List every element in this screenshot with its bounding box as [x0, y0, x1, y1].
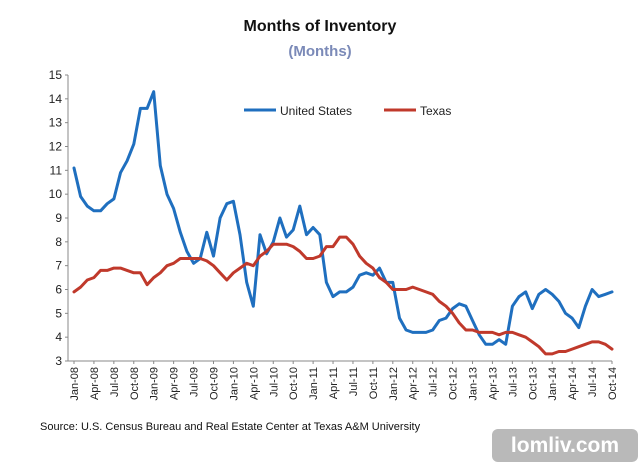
series-line-texas — [72, 235, 614, 356]
x-tick-label: Jan-13 — [468, 367, 480, 401]
x-tick-label: Oct-13 — [527, 367, 539, 400]
x-tick-label: Jan-11 — [308, 367, 320, 400]
x-tick-label: Jul-14 — [587, 367, 599, 397]
x-tick-label: Oct-08 — [129, 367, 141, 400]
y-tick-label: 9 — [55, 211, 62, 225]
chart-subtitle: (Months) — [288, 43, 352, 60]
x-tick-label: Jan-14 — [547, 367, 559, 401]
y-tick-label: 12 — [49, 140, 63, 154]
y-tick-label: 4 — [55, 330, 62, 344]
legend: United States Texas — [244, 104, 451, 118]
y-tick-label: 3 — [55, 354, 62, 368]
x-tick-label: Apr-11 — [328, 367, 340, 399]
x-tick-label: Jul-12 — [428, 367, 440, 397]
legend-label-texas: Texas — [420, 104, 451, 118]
line-chart: 3 4 5 6 7 8 9 10 11 12 13 14 15 Jan-08 Apr-08 Jul-08 Oc… — [49, 68, 619, 401]
y-tick-label: 11 — [50, 163, 63, 177]
x-tick-label: Apr-13 — [487, 367, 499, 400]
x-axis-ticks: Jan-08 Apr-08 Jul-08 Oct-08 Jan-09 Apr-09 Jul-… — [69, 361, 619, 401]
x-tick-label: Oct-12 — [448, 367, 460, 400]
x-tick-label: Jul-13 — [507, 367, 519, 397]
legend-label-united-states: United States — [280, 104, 352, 118]
x-tick-label: Jan-12 — [388, 367, 400, 401]
y-tick-label: 15 — [49, 68, 63, 82]
y-tick-label: 6 — [55, 283, 62, 297]
x-tick-label: Jan-10 — [228, 367, 240, 401]
x-tick-label: Jan-09 — [149, 367, 161, 401]
y-axis-ticks: 3 4 5 6 7 8 9 10 11 12 13 14 15 — [49, 68, 68, 368]
watermark: lomliv.com — [492, 429, 638, 462]
x-tick-label: Jul-08 — [109, 367, 121, 397]
x-tick-label: Jul-10 — [268, 367, 280, 397]
y-tick-label: 14 — [49, 92, 63, 106]
y-tick-label: 5 — [55, 306, 62, 320]
x-tick-label: Oct-11 — [368, 367, 380, 399]
x-tick-label: Jul-11 — [348, 367, 360, 396]
x-tick-label: Apr-09 — [169, 367, 181, 400]
series-layer — [72, 90, 614, 356]
series-line-united-states — [72, 90, 614, 346]
x-tick-label: Apr-12 — [408, 367, 420, 400]
y-tick-label: 7 — [55, 259, 62, 273]
x-tick-label: Jan-08 — [69, 367, 81, 401]
x-tick-label: Oct-14 — [607, 367, 619, 400]
y-tick-label: 10 — [49, 187, 63, 201]
x-tick-label: Apr-14 — [567, 367, 579, 400]
x-tick-label: Jul-09 — [189, 367, 201, 397]
chart-source: Source: U.S. Census Bureau and Real Esta… — [40, 421, 421, 433]
y-tick-label: 13 — [49, 116, 63, 130]
x-tick-label: Apr-08 — [89, 367, 101, 400]
y-tick-label: 8 — [55, 235, 62, 249]
chart-title: Months of Inventory — [243, 18, 397, 35]
x-tick-label: Oct-09 — [208, 367, 220, 400]
x-tick-label: Apr-10 — [248, 367, 260, 400]
x-tick-label: Oct-10 — [288, 367, 300, 400]
